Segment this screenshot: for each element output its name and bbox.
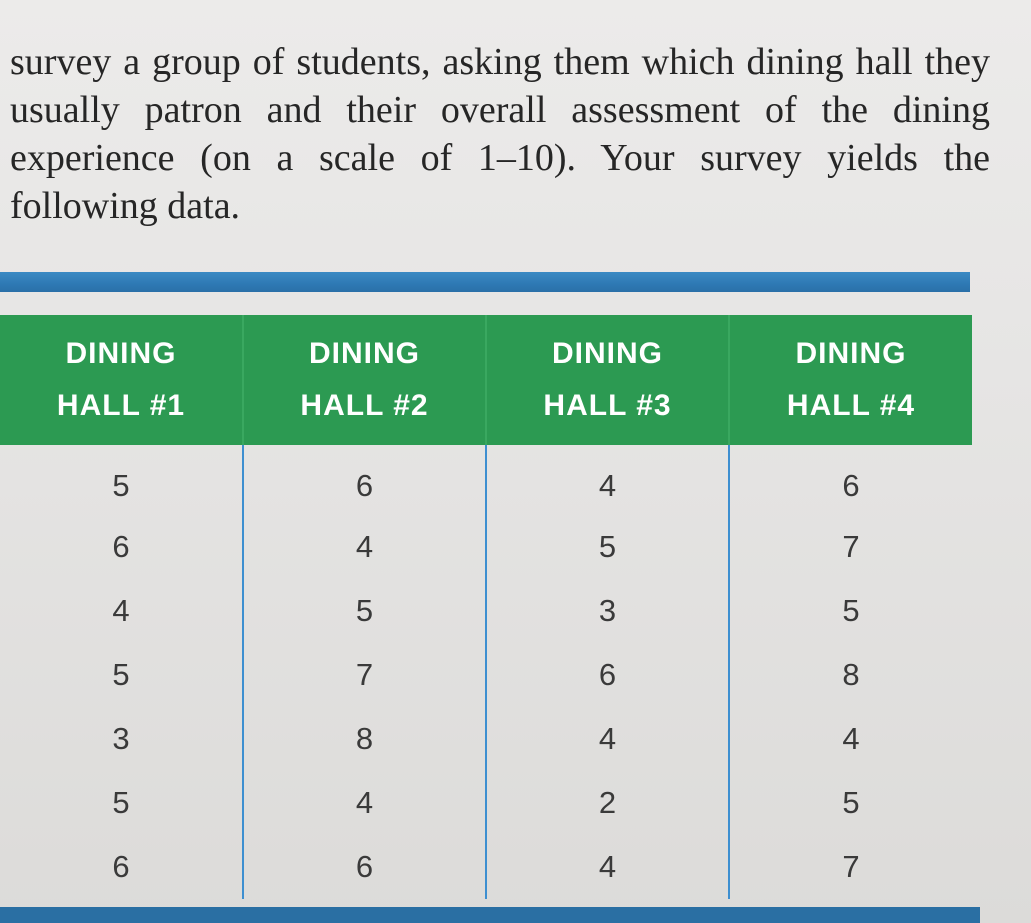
table-cell: 6 (485, 643, 729, 707)
header-dining-hall-3: DINING HALL #3 (486, 315, 730, 445)
survey-data-table: DINING HALL #1 DINING HALL #2 DINING HAL… (0, 315, 972, 899)
table-row: 4 5 3 5 (0, 579, 972, 643)
table-cell: 4 (485, 445, 729, 515)
table-cell: 7 (728, 515, 972, 579)
table-cell: 5 (485, 515, 729, 579)
table-cell: 2 (485, 771, 729, 835)
table-cell: 8 (242, 707, 486, 771)
table-cell: 6 (728, 445, 972, 515)
header-line: HALL #3 (543, 389, 672, 422)
header-dining-hall-1: DINING HALL #1 (0, 315, 244, 445)
table-cell: 3 (485, 579, 729, 643)
table-cell: 4 (112, 593, 130, 628)
table-cell: 4 (485, 707, 729, 771)
table-cell: 8 (728, 643, 972, 707)
header-line: DINING (309, 337, 420, 370)
table-cell: 6 (242, 835, 486, 899)
table-cell: 5 (112, 785, 130, 820)
table-row: 6 6 4 7 (0, 835, 972, 899)
table-cell: 4 (242, 515, 486, 579)
table-cell: 5 (112, 657, 130, 692)
table-cell: 5 (112, 468, 130, 503)
table-row: 5 4 2 5 (0, 771, 972, 835)
top-rule (0, 272, 970, 292)
header-dining-hall-4: DINING HALL #4 (729, 315, 972, 445)
bottom-rule (0, 907, 980, 923)
header-line: DINING (65, 337, 177, 370)
table-row: 3 8 4 4 (0, 707, 972, 771)
header-line: DINING (795, 337, 907, 370)
table-header-row: DINING HALL #1 DINING HALL #2 DINING HAL… (0, 315, 972, 445)
intro-paragraph: survey a group of students, asking them … (10, 41, 990, 227)
table-cell: 7 (242, 643, 486, 707)
table-cell: 4 (485, 835, 729, 899)
table-cell: 7 (728, 835, 972, 899)
table-row: 5 6 4 6 (0, 445, 972, 515)
table-cell: 4 (242, 771, 486, 835)
table-cell: 4 (728, 707, 972, 771)
header-dining-hall-2: DINING HALL #2 (243, 315, 487, 445)
table-cell: 5 (728, 771, 972, 835)
table-row: 6 4 5 7 (0, 515, 972, 579)
table-row: 5 7 6 8 (0, 643, 972, 707)
table-cell: 5 (728, 579, 972, 643)
header-line: HALL #4 (786, 389, 916, 422)
table-cell: 6 (112, 529, 130, 564)
table-cell: 3 (112, 721, 130, 756)
header-line: DINING (552, 337, 663, 370)
table-cell: 5 (242, 579, 486, 643)
table-cell: 6 (242, 445, 486, 515)
table-cell: 6 (112, 849, 130, 884)
header-line: HALL #1 (56, 389, 186, 422)
header-line: HALL #2 (300, 389, 429, 422)
